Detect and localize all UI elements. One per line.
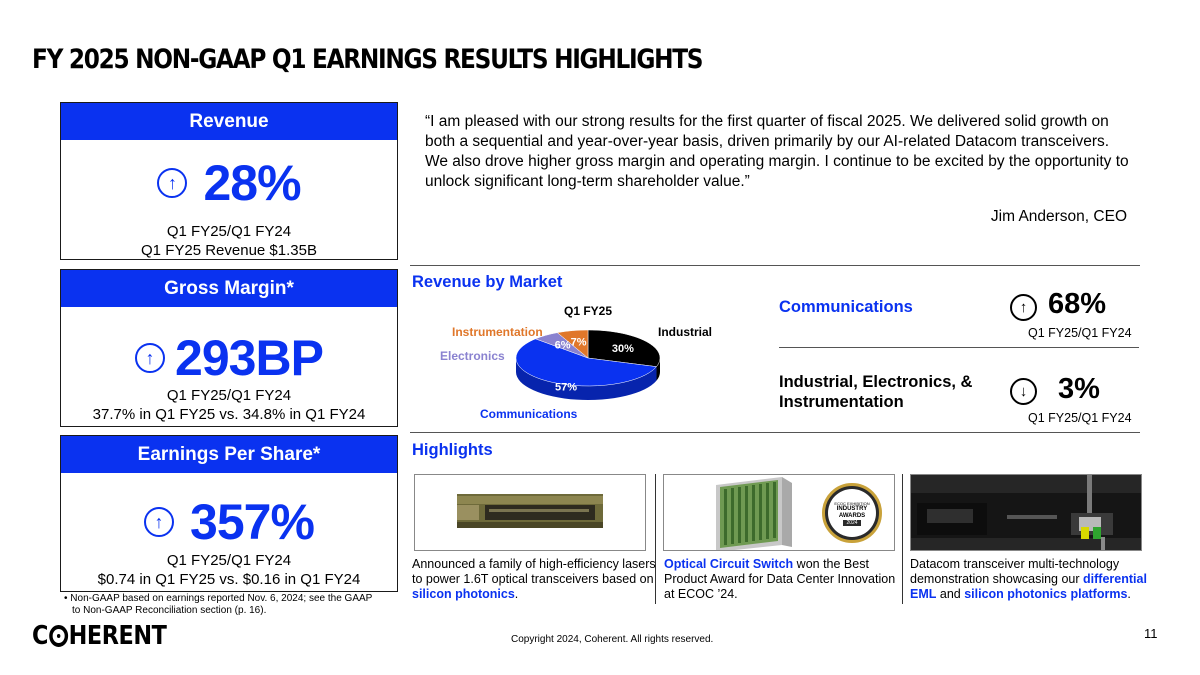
section-divider	[410, 265, 1140, 266]
communications-growth-value: 68%	[1048, 288, 1107, 320]
market-divider	[779, 347, 1139, 348]
eps-detail: $0.74 in Q1 FY25 vs. $0.16 in Q1 FY24	[97, 571, 361, 588]
pie-slice-industrial	[587, 329, 661, 367]
transceiver-demo-image	[910, 474, 1142, 551]
slide-title: FY 2025 NON-GAAP Q1 EARNINGS RESULTS HIG…	[32, 44, 704, 75]
pie-value-label-instrumentation: 7%	[571, 337, 587, 349]
page-number: 11	[1144, 626, 1158, 641]
highlight-separator	[655, 474, 656, 604]
pie-title: Q1 FY25	[564, 304, 612, 318]
eps-comparison: Q1 FY25/Q1 FY24	[166, 552, 292, 569]
pie-category-label-industrial: Industrial	[658, 325, 712, 339]
pie-side-industrial	[656, 358, 660, 381]
pie-category-label-electronics: Electronics	[440, 349, 505, 363]
gross-margin-card: Gross Margin* ↑ 293BP Q1 FY25/Q1 FY24 37…	[60, 269, 398, 427]
laser-chip-image	[414, 474, 646, 551]
highlight-3-emphasis-1: differential EML	[910, 572, 1147, 601]
pie-value-label-communications: 57%	[555, 381, 577, 393]
eps-growth-value: 357%	[190, 494, 315, 550]
pie-slice-communications	[515, 338, 657, 387]
footnote-line1: Non-GAAP based on earnings reported Nov.…	[70, 593, 373, 604]
highlight-3-text: Datacom transceiver multi-technology dem…	[910, 557, 1120, 586]
highlight-separator	[902, 474, 903, 604]
copyright-text: Copyright 2024, Coherent. All rights res…	[511, 634, 714, 645]
eps-card-header: Earnings Per Share*	[61, 436, 397, 473]
highlight-text-2: Optical Circuit Switch won the Best Prod…	[664, 557, 896, 602]
revenue-comparison: Q1 FY25/Q1 FY24	[166, 223, 292, 240]
industrial-label: Industrial, Electronics, & Instrumentati…	[779, 373, 973, 411]
highlight-text-3: Datacom transceiver multi-technology dem…	[910, 557, 1150, 602]
highlight-2-text: won the Best Product Award for Data Cent…	[664, 557, 896, 601]
revenue-card-header: Revenue	[61, 103, 397, 140]
revenue-growth-value: 28%	[203, 155, 301, 211]
optical-circuit-switch-image: ECOC EXHIBITION INDUSTRY AWARDS 2024	[663, 474, 895, 551]
highlights-heading: Highlights	[412, 441, 493, 459]
logo-text-left: C	[32, 621, 48, 651]
highlight-1-text: Announced a family of high-efficiency la…	[412, 557, 656, 586]
quote-author: Jim Anderson, CEO	[990, 208, 1127, 225]
highlight-1-emphasis: silicon photonics	[412, 587, 515, 601]
down-arrow-icon: ↓	[1010, 378, 1037, 405]
up-arrow-icon: ↑	[135, 343, 166, 373]
award-badge-line1: ECOC EXHIBITION	[834, 500, 870, 506]
pie-value-label-industrial: 30%	[612, 343, 634, 355]
revenue-by-market-heading: Revenue by Market	[412, 273, 563, 291]
highlight-text-1: Announced a family of high-efficiency la…	[412, 557, 657, 602]
pie-category-label-communications: Communications	[480, 407, 578, 421]
highlight-3-join: and	[936, 587, 965, 601]
up-arrow-icon: ↑	[157, 168, 188, 198]
gross-margin-detail: 37.7% in Q1 FY25 vs. 34.8% in Q1 FY24	[92, 406, 366, 423]
logo-text-right: HERENT	[68, 621, 167, 651]
ceo-quote: “I am pleased with our strong results fo…	[425, 113, 1129, 190]
highlight-1-end: .	[514, 587, 519, 601]
highlight-3-emphasis-2: silicon photonics platforms	[964, 587, 1128, 601]
up-arrow-icon: ↑	[1010, 294, 1037, 321]
award-badge-line2: INDUSTRY	[836, 505, 868, 512]
pie-slice-instrumentation	[556, 329, 589, 359]
pie-value-label-electronics: 6%	[555, 339, 571, 351]
pie-side-communications	[516, 358, 657, 400]
communications-comparison: Q1 FY25/Q1 FY24	[1028, 326, 1132, 340]
eps-card: Earnings Per Share* ↑ 357% Q1 FY25/Q1 FY…	[60, 435, 398, 592]
gross-margin-card-header: Gross Margin*	[61, 270, 397, 307]
footnote-bullet: •	[64, 593, 68, 604]
revenue-amount: Q1 FY25 Revenue $1.35B	[141, 242, 317, 259]
revenue-card: Revenue ↑ 28% Q1 FY25/Q1 FY24 Q1 FY25 Re…	[60, 102, 398, 260]
award-badge-line4: 2024	[843, 519, 861, 526]
gross-margin-comparison: Q1 FY25/Q1 FY24	[166, 387, 292, 404]
coherent-logo: C HERENT	[32, 621, 167, 651]
award-badge-line3: AWARDS	[838, 512, 866, 519]
pie-category-label-instrumentation: Instrumentation	[452, 325, 543, 339]
footnote: • Non-GAAP based on earnings reported No…	[64, 593, 394, 617]
revenue-pie-chart: Q1 FY25 30% 57% 6% 7% Communications Electron…	[440, 304, 712, 421]
highlight-3-end: .	[1127, 587, 1131, 601]
communications-label: Communications	[779, 298, 913, 316]
gross-margin-value: 293BP	[175, 330, 324, 386]
section-divider	[410, 432, 1140, 433]
logo-o-mark	[48, 625, 68, 647]
industrial-comparison: Q1 FY25/Q1 FY24	[1028, 411, 1132, 425]
up-arrow-icon: ↑	[144, 507, 175, 537]
industrial-growth-value: 3%	[1058, 373, 1100, 405]
highlight-2-emphasis: Optical Circuit Switch	[664, 557, 794, 571]
footnote-line2: to Non-GAAP Reconciliation section (p. 1…	[72, 605, 267, 616]
award-badge: ECOC EXHIBITION INDUSTRY AWARDS 2024	[822, 483, 882, 543]
